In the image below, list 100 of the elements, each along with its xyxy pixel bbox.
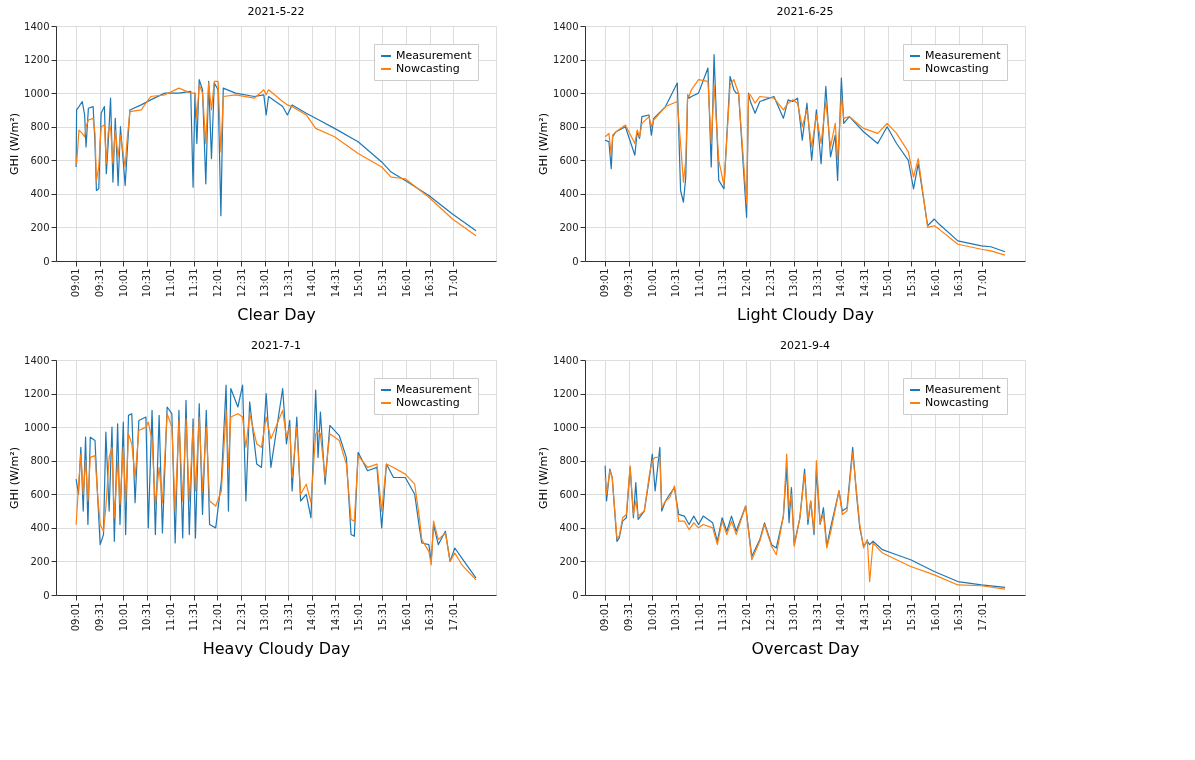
x-tick-label: 09:01 [599, 602, 611, 632]
x-tick-label: 16:31 [953, 602, 965, 632]
y-tick-label: 1200 [553, 54, 579, 66]
x-tick-label: 16:01 [400, 268, 412, 298]
x-tick-label: 13:31 [811, 602, 823, 632]
x-tick-label: 15:01 [882, 268, 894, 298]
y-tick-label: 1200 [24, 388, 50, 400]
y-tick-label: 1000 [553, 87, 579, 99]
y-axis-title: GHI (W/m²) [537, 447, 551, 509]
x-tick-label: 14:31 [858, 602, 870, 632]
legend-label: Measurement [396, 383, 473, 396]
x-tick-label: 10:31 [141, 268, 153, 298]
y-tick-label: 400 [30, 188, 50, 200]
chart-title: 2021-7-1 [251, 339, 301, 352]
x-tick-label: 17:01 [976, 268, 988, 298]
x-tick-label: 16:01 [929, 268, 941, 298]
x-tick-label: 12:01 [211, 602, 223, 632]
y-tick-label: 400 [559, 522, 579, 534]
x-tick-label: 15:31 [905, 602, 917, 632]
y-tick-label: 600 [30, 488, 50, 500]
y-tick-label: 200 [30, 221, 50, 233]
x-tick-label: 16:01 [929, 602, 941, 632]
y-tick-label: 600 [30, 154, 50, 166]
legend-label: Nowcasting [925, 396, 989, 409]
x-axis-title: Heavy Cloudy Day [202, 639, 351, 659]
x-tick-label: 12:31 [764, 268, 776, 298]
y-tick-label: 800 [559, 121, 579, 133]
y-tick-label: 800 [559, 455, 579, 467]
y-tick-label: 1400 [24, 20, 50, 32]
x-tick-label: 13:31 [282, 602, 294, 632]
x-axis-title: Overcast Day [751, 639, 860, 659]
y-tick-label: 1200 [24, 54, 50, 66]
x-tick-label: 13:01 [788, 602, 800, 632]
y-tick-label: 600 [559, 154, 579, 166]
y-tick-label: 200 [30, 555, 50, 567]
x-tick-label: 13:01 [259, 268, 271, 298]
x-tick-label: 11:31 [717, 602, 729, 632]
x-tick-label: 15:01 [353, 268, 365, 298]
y-tick-label: 0 [43, 255, 50, 267]
x-tick-label: 16:01 [400, 602, 412, 632]
x-tick-label: 17:01 [447, 268, 459, 298]
legend-label: Nowcasting [396, 396, 460, 409]
legend-label: Measurement [925, 383, 1002, 396]
x-tick-label: 13:31 [282, 268, 294, 298]
x-axis-title: Clear Day [237, 305, 316, 325]
y-tick-label: 0 [572, 255, 579, 267]
x-tick-label: 11:31 [717, 268, 729, 298]
x-tick-label: 13:01 [259, 602, 271, 632]
x-tick-label: 15:01 [353, 602, 365, 632]
x-tick-label: 14:01 [306, 268, 318, 298]
y-tick-label: 1400 [24, 354, 50, 366]
x-tick-label: 15:31 [376, 268, 388, 298]
x-tick-label: 12:31 [235, 602, 247, 632]
y-tick-label: 200 [559, 221, 579, 233]
y-axis-title: GHI (W/m²) [537, 113, 551, 175]
x-tick-label: 15:31 [376, 602, 388, 632]
x-tick-label: 11:01 [164, 602, 176, 632]
x-tick-label: 09:01 [70, 602, 82, 632]
x-tick-label: 17:01 [447, 602, 459, 632]
y-tick-label: 1000 [24, 87, 50, 99]
x-tick-label: 11:01 [693, 268, 705, 298]
chart-title: 2021-6-25 [776, 5, 834, 18]
x-tick-label: 09:31 [623, 268, 635, 298]
x-tick-label: 09:31 [94, 602, 106, 632]
x-tick-label: 10:31 [670, 268, 682, 298]
x-tick-label: 11:31 [188, 268, 200, 298]
x-tick-label: 14:01 [835, 602, 847, 632]
x-tick-label: 10:01 [646, 268, 658, 298]
y-tick-label: 1000 [24, 421, 50, 433]
y-tick-label: 0 [572, 589, 579, 601]
y-tick-label: 400 [559, 188, 579, 200]
x-tick-label: 10:01 [646, 602, 658, 632]
x-tick-label: 12:01 [211, 268, 223, 298]
x-tick-label: 15:01 [882, 602, 894, 632]
x-tick-label: 11:01 [693, 602, 705, 632]
x-tick-label: 10:01 [117, 268, 129, 298]
y-tick-label: 1000 [553, 421, 579, 433]
x-tick-label: 12:31 [235, 268, 247, 298]
y-tick-label: 600 [559, 488, 579, 500]
x-tick-label: 09:31 [94, 268, 106, 298]
y-tick-label: 200 [559, 555, 579, 567]
y-tick-label: 0 [43, 589, 50, 601]
x-tick-label: 14:31 [329, 602, 341, 632]
y-tick-label: 1400 [553, 354, 579, 366]
y-tick-label: 1200 [553, 388, 579, 400]
chart-title: 2021-5-22 [247, 5, 305, 18]
legend-label: Measurement [396, 49, 473, 62]
chart-title: 2021-9-4 [780, 339, 830, 352]
x-tick-label: 10:31 [670, 602, 682, 632]
x-tick-label: 11:01 [164, 268, 176, 298]
x-tick-label: 09:01 [599, 268, 611, 298]
x-axis-title: Light Cloudy Day [737, 305, 874, 325]
x-tick-label: 13:01 [788, 268, 800, 298]
x-tick-label: 14:01 [835, 268, 847, 298]
y-axis-title: GHI (W/m²) [8, 447, 22, 509]
x-tick-label: 09:01 [70, 268, 82, 298]
x-tick-label: 10:31 [141, 602, 153, 632]
x-tick-label: 15:31 [905, 268, 917, 298]
y-tick-label: 1400 [553, 20, 579, 32]
x-tick-label: 14:31 [329, 268, 341, 298]
